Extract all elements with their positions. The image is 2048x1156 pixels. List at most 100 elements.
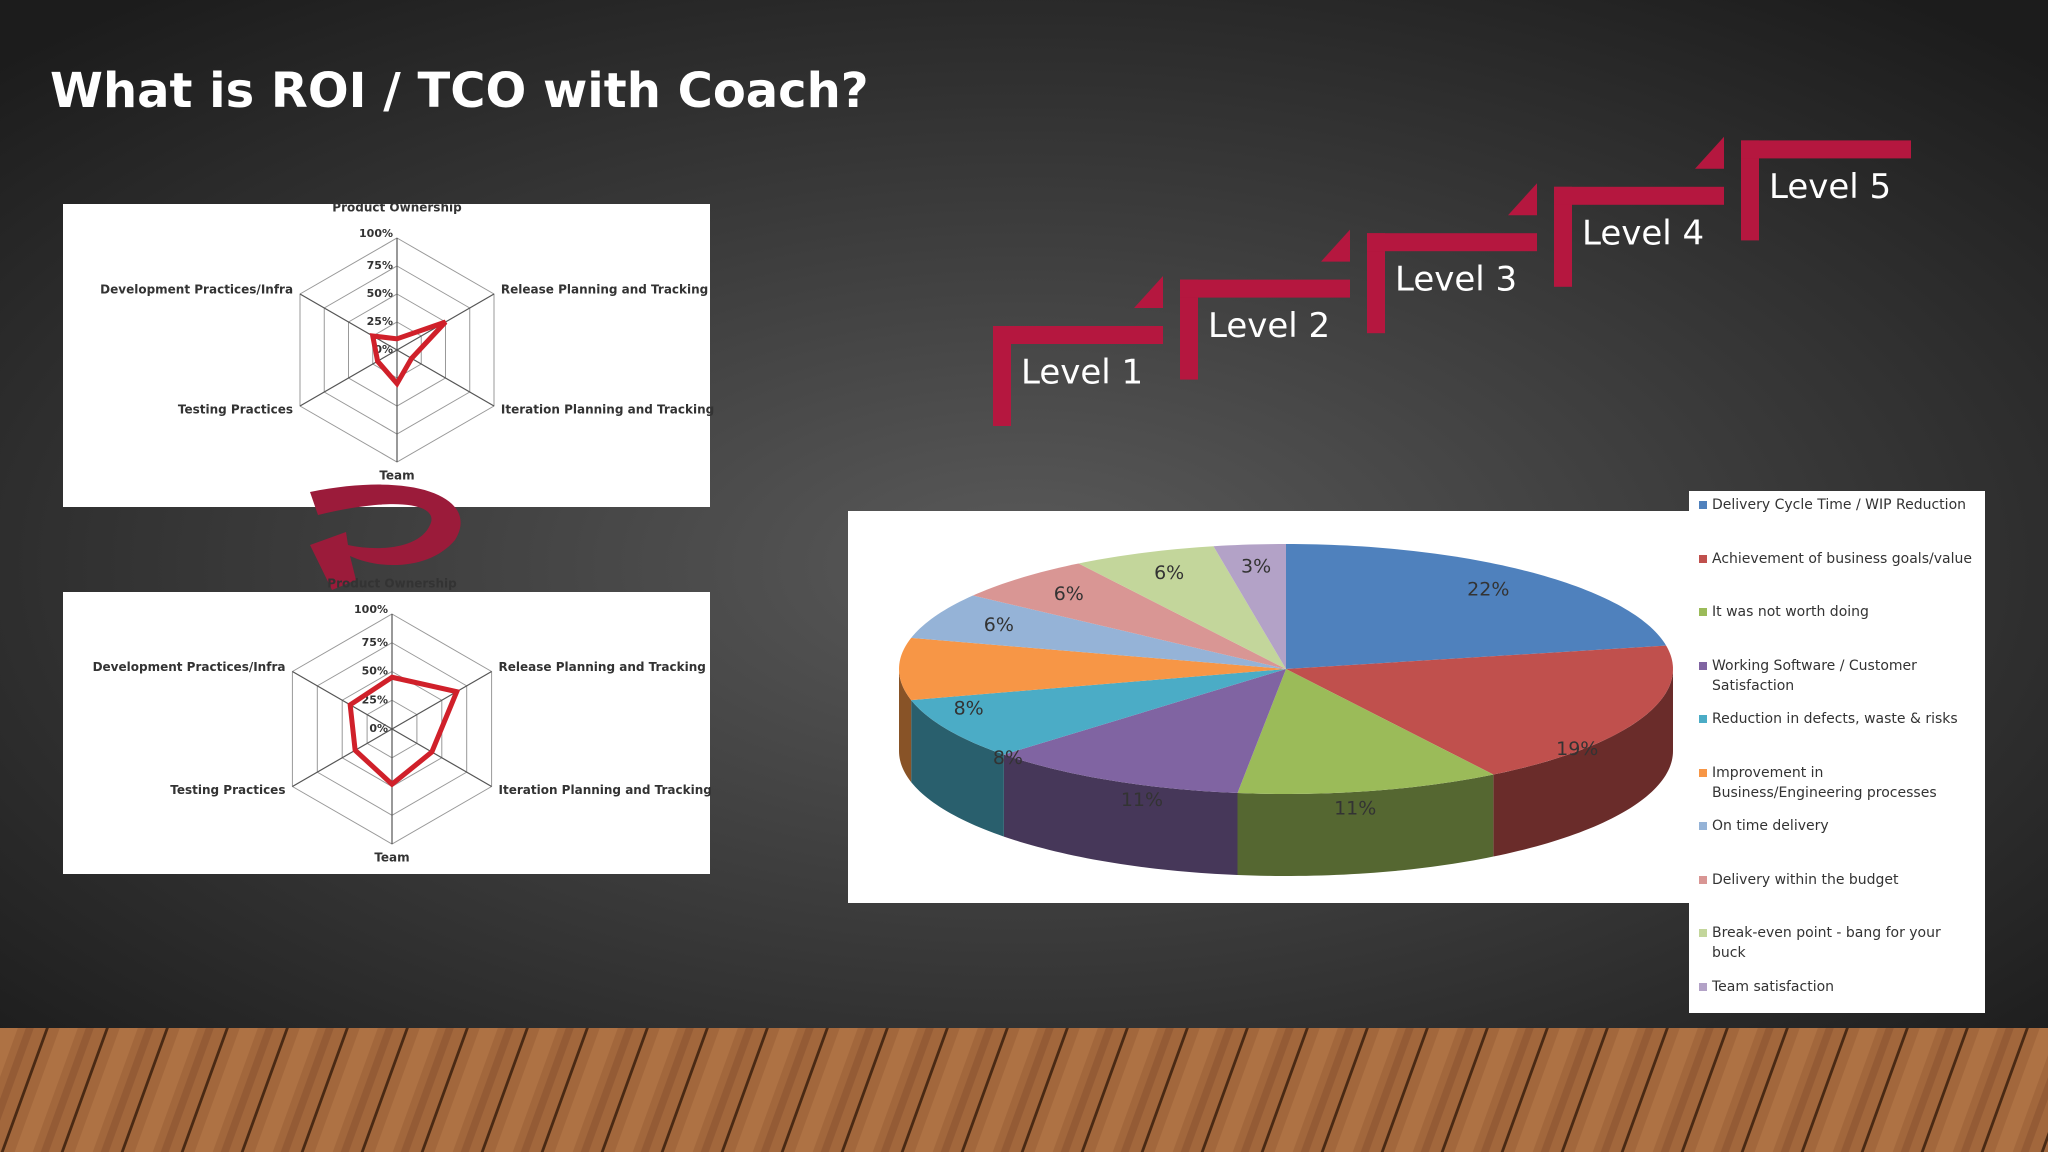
legend-swatch [1699, 875, 1707, 884]
pie-slice [1286, 645, 1673, 775]
legend-swatch [1699, 822, 1707, 830]
axis-label: Testing Practices [178, 403, 293, 417]
level-label: Level 1 [1021, 353, 1143, 393]
legend-label: Delivery Cycle Time / WIP Reduction [1712, 497, 1967, 513]
axis-label: Development Practices/Infra [100, 283, 293, 297]
slice-side [1493, 669, 1673, 857]
curved-arrow [310, 484, 461, 590]
axis-label: Team [374, 851, 409, 865]
y-tick-label: 0% [374, 343, 393, 356]
level-step [1554, 186, 1572, 287]
legend-swatch [1699, 768, 1707, 777]
y-tick-label: 50% [362, 665, 388, 678]
data-label: 3% [1241, 555, 1271, 577]
legend-swatch [1699, 661, 1707, 670]
data-label: 8% [954, 698, 984, 720]
level-label: Level 5 [1769, 167, 1891, 207]
legend-swatch [1699, 501, 1707, 509]
legend-item: Achievement of business goals/value [1699, 549, 1977, 603]
axis-label: Iteration Planning and Tracking [499, 783, 712, 797]
legend-item: Team satisfaction [1699, 977, 1977, 1031]
legend-label: Improvement in Business/Engineering proc… [1712, 764, 1937, 801]
level-arrow-tip [1134, 276, 1163, 308]
level-arrow-tip [1695, 136, 1724, 169]
radar-line [369, 319, 448, 388]
pie-slice [972, 563, 1286, 669]
level-step [1180, 279, 1198, 380]
spoke [292, 728, 393, 788]
data-label: 11% [1334, 798, 1376, 820]
spoke [299, 349, 398, 407]
level-step [1367, 233, 1537, 252]
legend-item: Reduction in defects, waste & risks [1699, 709, 1977, 763]
data-label: 22% [1467, 579, 1509, 601]
slice-side [1003, 754, 1238, 876]
pie-slice [1213, 544, 1286, 669]
legend-swatch [1699, 982, 1707, 991]
pie-slice [899, 637, 1286, 701]
slice-side [899, 669, 912, 783]
level-label: Level 2 [1208, 306, 1330, 346]
legend-label: It was not worth doing [1712, 604, 1869, 620]
axis-label: Testing Practices [170, 783, 285, 797]
legend-label: Delivery within the budget [1712, 871, 1899, 888]
legend-swatch [1699, 929, 1707, 937]
data-label: 6% [984, 614, 1014, 636]
radar-line [347, 674, 461, 788]
pie-slice [911, 669, 1286, 755]
legend: Delivery Cycle Time / WIP Reduction Achie… [1689, 491, 1985, 1013]
y-tick-label: 75% [367, 259, 393, 272]
y-tick-label: 75% [362, 636, 388, 649]
legend-label: Achievement of business goals/value [1712, 550, 1972, 567]
level-step [993, 326, 1011, 426]
pie-slice [911, 595, 1286, 669]
legend-item: Delivery within the budget [1699, 870, 1977, 924]
y-tick-label: 100% [359, 227, 393, 240]
axis-label: Release Planning and Tracking [499, 660, 706, 674]
legend-item: Break-even point - bang for your buck [1699, 923, 1977, 977]
legend-item: Working Software / Customer Satisfaction [1699, 656, 1977, 710]
legend-swatch [1699, 554, 1707, 563]
legend-label: Break-even point - bang for your buck [1712, 925, 1941, 961]
slice-side [1237, 774, 1494, 876]
legend-swatch [1699, 608, 1707, 616]
y-tick-label: 50% [367, 287, 393, 300]
pie-slice [1078, 546, 1286, 669]
legend-item: Improvement in Business/Engineering proc… [1699, 763, 1977, 817]
y-tick-label: 100% [354, 603, 388, 616]
legend-label: Reduction in defects, waste & risks [1712, 711, 1958, 727]
legend-item: Delivery Cycle Time / WIP Reduction [1699, 495, 1977, 549]
legend-item: On time delivery [1699, 816, 1977, 870]
legend-label: On time delivery [1712, 818, 1829, 834]
y-tick-label: 25% [362, 693, 388, 706]
axis-label: Release Planning and Tracking [501, 283, 708, 297]
level-arrow-tip [1508, 183, 1537, 216]
y-tick-label: 25% [367, 315, 393, 328]
pie-slice [1237, 669, 1494, 794]
legend-item: It was not worth doing [1699, 602, 1977, 656]
axis-label: Product Ownership [332, 201, 462, 215]
level-step [1741, 140, 1911, 159]
level-arrow-tip [1321, 229, 1350, 262]
data-label: 6% [1054, 583, 1084, 605]
legend-swatch [1699, 715, 1707, 723]
pie-slice [1286, 544, 1667, 669]
axis-label: Iteration Planning and Tracking [501, 403, 714, 417]
level-step [993, 326, 1163, 344]
level-step [1554, 186, 1724, 205]
spoke [292, 670, 393, 730]
data-label: 19% [1556, 738, 1598, 760]
data-label: 8% [993, 747, 1023, 769]
slide-title: What is ROI / TCO with Coach? [50, 63, 869, 119]
level-step [1741, 140, 1759, 241]
level-step [1367, 233, 1385, 334]
slice-side [911, 700, 1004, 837]
axis-label: Product Ownership [327, 577, 457, 591]
spoke [391, 670, 492, 730]
radar-panel [63, 592, 710, 874]
legend-label: Working Software / Customer Satisfaction [1712, 657, 1917, 694]
wood-floor [0, 1028, 2048, 1152]
pie-slice [1003, 669, 1286, 794]
axis-label: Team [379, 469, 414, 483]
